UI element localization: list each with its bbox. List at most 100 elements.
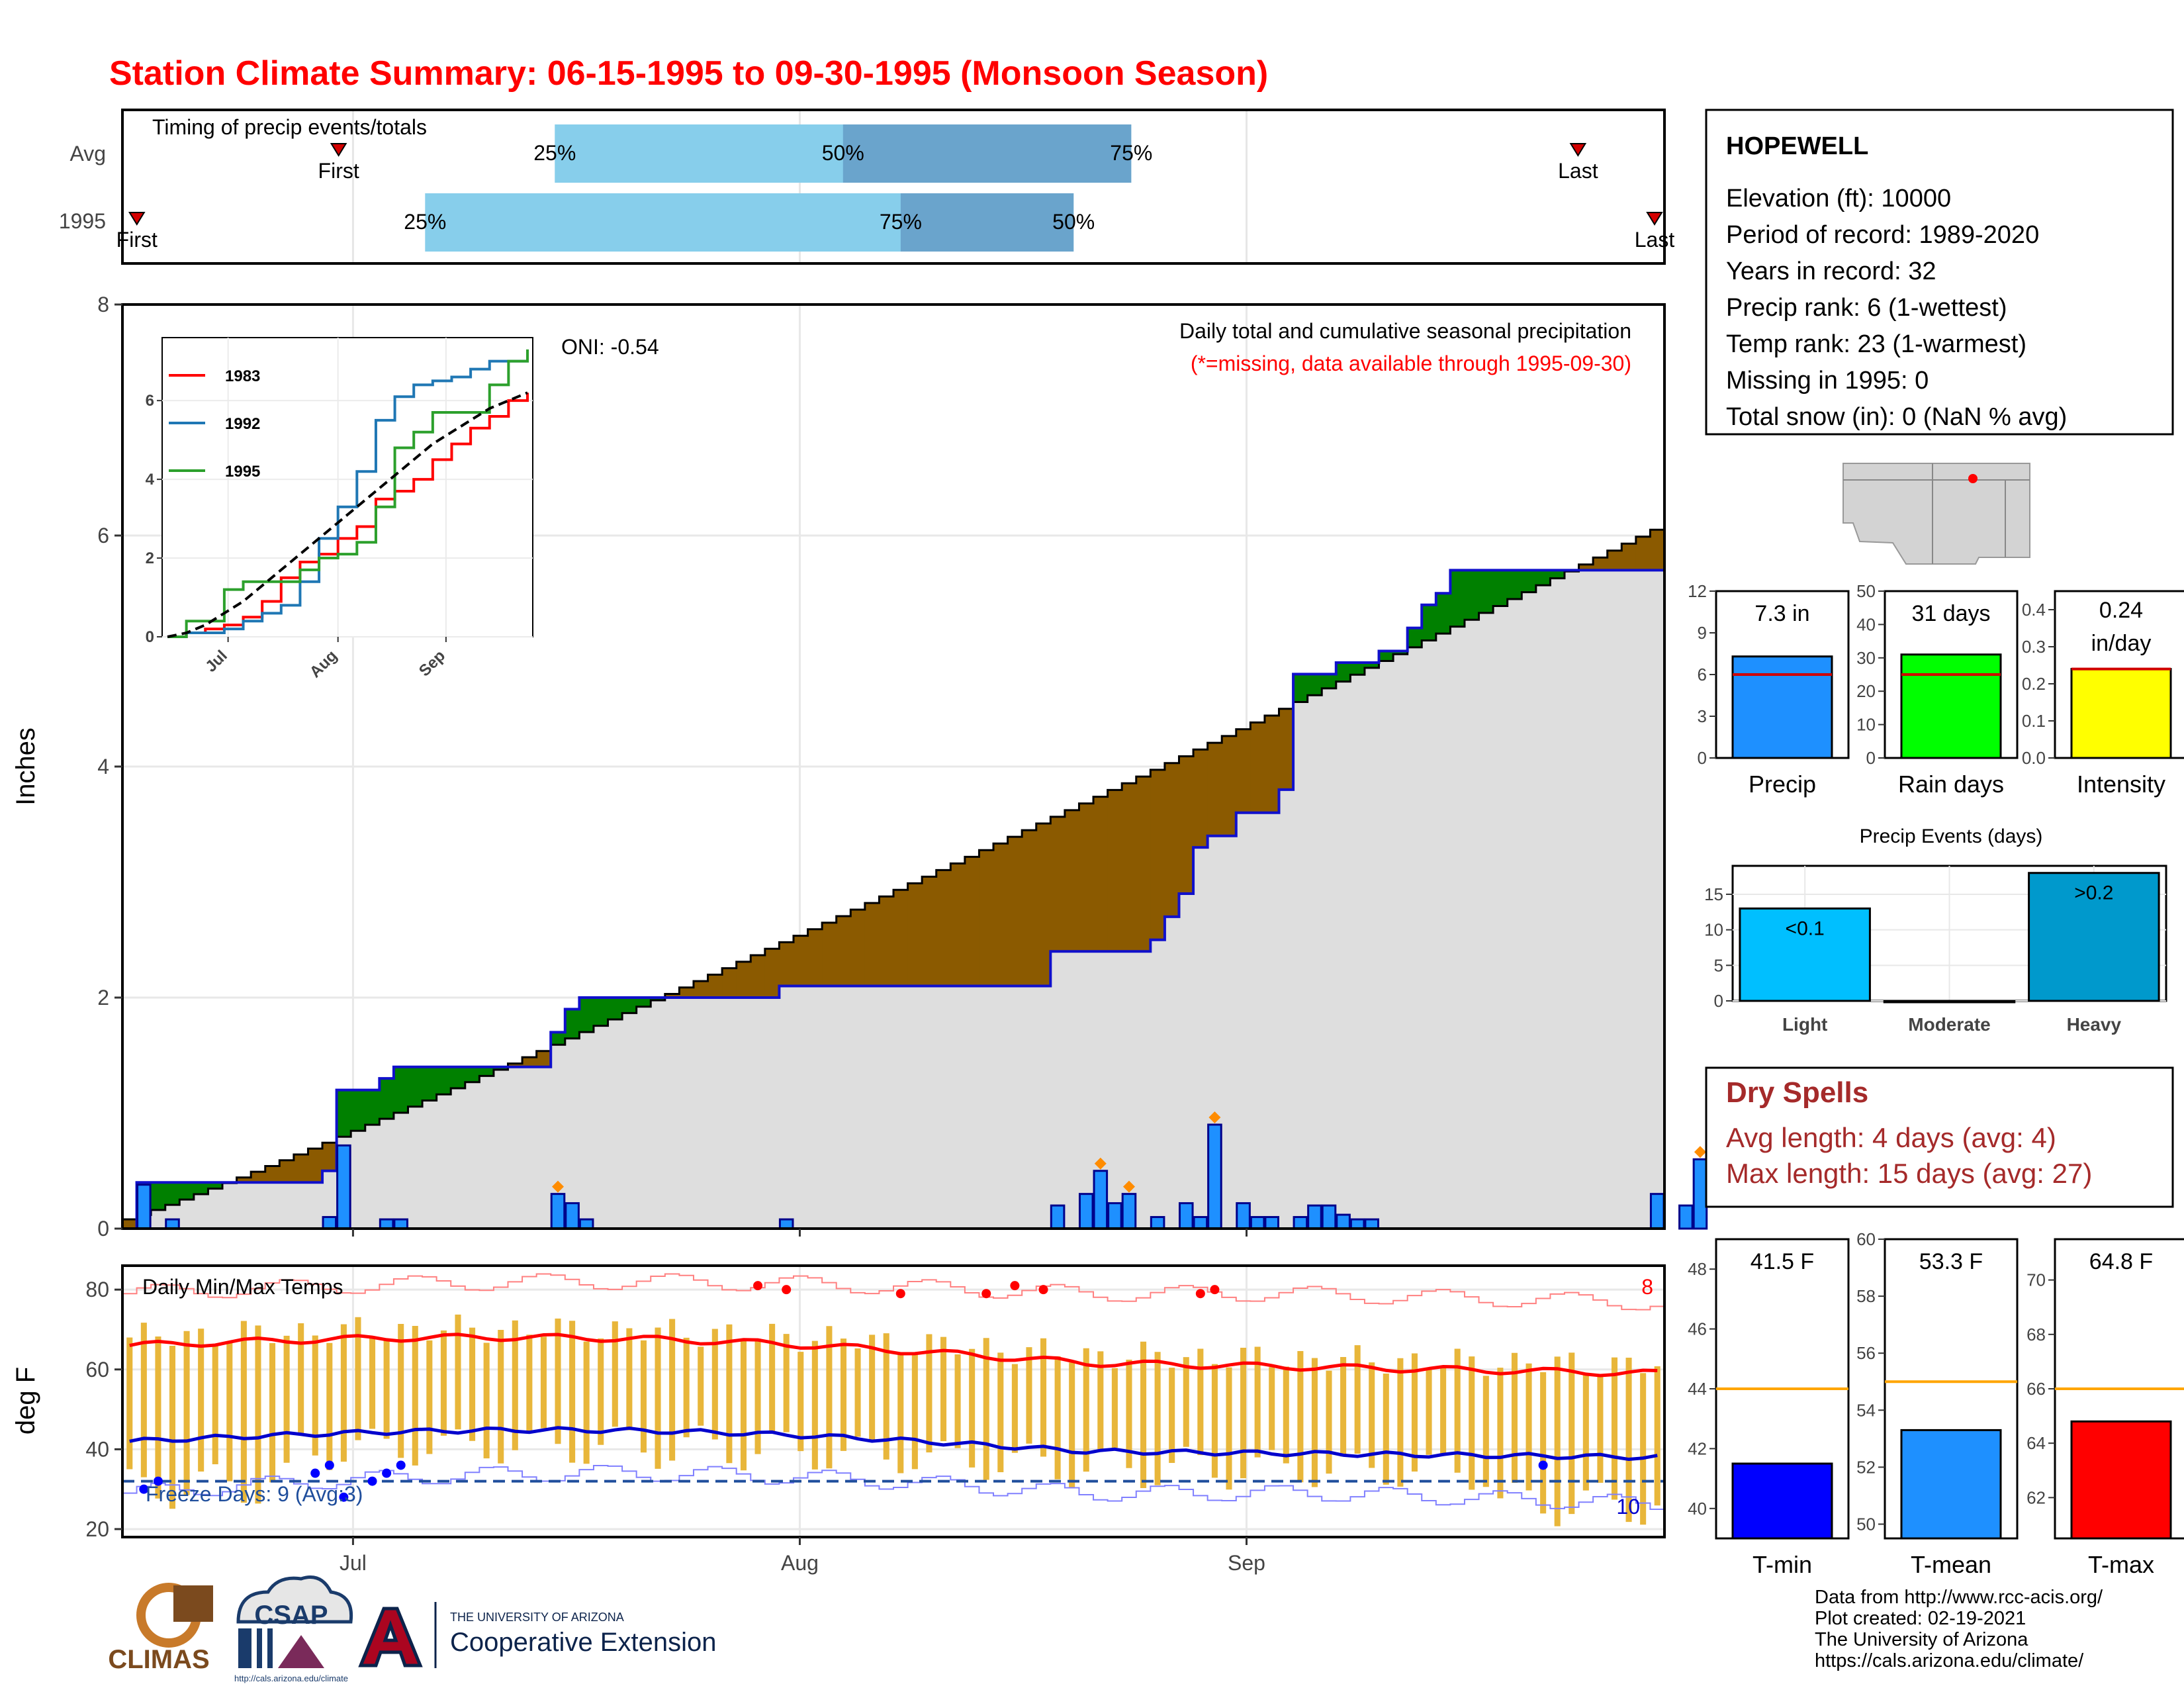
- summary-category-label: Rain days: [1898, 771, 2004, 798]
- events-category-label: Heavy: [2067, 1014, 2122, 1035]
- dry-spells-max: Max length: 15 days (avg: 27): [1726, 1158, 2092, 1189]
- record-high-marker: [782, 1285, 792, 1295]
- deficit-segment: [793, 935, 809, 986]
- deficit-segment: [293, 1154, 309, 1183]
- extreme-event-marker: [1208, 1111, 1221, 1123]
- mountain-icon: [278, 1635, 324, 1668]
- surplus-segment: [493, 1066, 509, 1070]
- temp-x-tick-label: Jul: [340, 1551, 367, 1575]
- daily-precip-bar: [1207, 1123, 1222, 1230]
- events-bar-label: >0.2: [2074, 882, 2113, 904]
- precip-panel: 0 2 4 6 8 Inches Daily total and cumulative …: [11, 293, 1708, 1241]
- summary-y-tick-label: 50: [1856, 581, 1876, 601]
- summary-y-tick-label: 64: [2026, 1433, 2046, 1453]
- summary-value-bar: [1900, 1429, 2002, 1540]
- events-category-label: Moderate: [1908, 1014, 1990, 1035]
- deficit-segment: [522, 1057, 537, 1067]
- first-marker-icon: [128, 212, 146, 226]
- inset-series-line: [167, 353, 529, 638]
- surplus-segment: [1493, 570, 1508, 606]
- surplus-segment: [1307, 674, 1323, 696]
- deficit-segment: [950, 863, 966, 986]
- summary-y-tick-label: 0: [1866, 748, 1876, 768]
- temp-panel: 20 40 60 80 Jul Aug Sep Daily Min/Max Temps Fr…: [11, 1264, 1666, 1575]
- map-region: [1843, 463, 2030, 565]
- record-high-marker: [1010, 1281, 1020, 1291]
- summary-y-tick-label: 3: [1698, 706, 1707, 726]
- surplus-segment: [1293, 674, 1308, 702]
- deficit-segment: [1150, 769, 1165, 940]
- csap-url: http://cals.arizona.edu/climate: [234, 1673, 348, 1683]
- station-line: Years in record: 32: [1726, 258, 1936, 285]
- record-high-marker: [981, 1289, 991, 1299]
- temp-y-tick-label: 80: [85, 1278, 109, 1301]
- locator-map: [1843, 463, 2030, 565]
- temp-frame: [121, 1264, 1666, 1538]
- q25-label: 25%: [404, 210, 446, 234]
- last-marker-label: Last: [1635, 228, 1675, 252]
- main-caption-missing: (*=missing, data available through 1995-…: [1191, 352, 1631, 375]
- record-low-count: 10: [1616, 1495, 1640, 1519]
- deficit-segment: [893, 890, 909, 986]
- timing-row-avg: Avg: [69, 142, 106, 165]
- daily-precip-bar: [1093, 1170, 1109, 1230]
- summary-y-tick-label: 46: [1688, 1319, 1707, 1339]
- deficit-segment: [1279, 708, 1294, 790]
- surplus-segment: [608, 998, 623, 1020]
- timing-title: Timing of precip events/totals: [152, 115, 427, 139]
- surplus-segment: [365, 1090, 381, 1125]
- surplus-segment: [465, 1066, 480, 1082]
- deficit-segment: [664, 994, 680, 998]
- deficit-segment: [807, 929, 823, 986]
- y-tick-label: 6: [97, 524, 109, 547]
- median-range-bar: [900, 193, 1074, 252]
- surplus-segment: [151, 1182, 166, 1210]
- deficit-segment: [751, 955, 766, 998]
- deficit-segment: [922, 876, 937, 986]
- temp-title: Daily Min/Max Temps: [142, 1275, 343, 1299]
- summary-y-tick-label: 10: [1856, 715, 1876, 735]
- deficit-segment: [322, 1143, 338, 1171]
- main-caption: Daily total and cumulative seasonal prec…: [1179, 319, 1631, 343]
- csap-wordmark: CSAP: [254, 1601, 328, 1630]
- dry-spells-box: Dry Spells Avg length: 4 days (avg: 4) M…: [1705, 1066, 2174, 1208]
- ua-university: THE UNIVERSITY OF ARIZONA: [450, 1611, 624, 1624]
- deficit-segment: [1193, 749, 1208, 848]
- ua-a-icon: [358, 1607, 423, 1667]
- station-location-marker: [1968, 474, 1978, 483]
- freeze-days-label: Freeze Days: 9 (Avg:3): [146, 1482, 363, 1506]
- surplus-segment: [379, 1078, 394, 1119]
- daily-precip-bar: [1692, 1158, 1708, 1230]
- summary-y-tick-label: 12: [1688, 581, 1707, 601]
- station-line: Elevation (ft): 10000: [1726, 185, 1951, 212]
- surplus-segment: [1379, 651, 1394, 661]
- surplus-segment: [351, 1090, 366, 1131]
- summary-y-tick-label: 40: [1688, 1499, 1707, 1519]
- summary-y-tick-label: 62: [2026, 1487, 2046, 1507]
- temp-ticks: 20 40 60 80 Jul Aug Sep: [85, 1278, 1265, 1575]
- surplus-segment: [408, 1066, 423, 1107]
- summary-category-label: T-mean: [1911, 1551, 1991, 1578]
- record-low-marker: [310, 1468, 320, 1478]
- record-low-line: [122, 1465, 1664, 1511]
- summary-value-label: 0.24: [2099, 598, 2143, 623]
- summary-y-tick-label: 54: [1856, 1400, 1876, 1420]
- q25-label: 25%: [533, 141, 576, 165]
- daily-precip-bar: [550, 1193, 566, 1230]
- last-marker-icon: [1569, 143, 1587, 157]
- q75-label: 75%: [1110, 141, 1152, 165]
- surplus-segment: [1464, 570, 1480, 620]
- climas-mark: [173, 1585, 213, 1622]
- inset-series-line: [167, 349, 529, 638]
- surplus-segment: [1336, 662, 1351, 682]
- summary-y-tick-label: 0.2: [2022, 674, 2046, 694]
- surplus-segment: [451, 1066, 466, 1089]
- deficit-segment: [1635, 536, 1651, 571]
- page-title: Station Climate Summary: 06-15-1995 to 0…: [109, 54, 1268, 93]
- inset-y-tick-label: 0: [146, 628, 154, 646]
- surplus-segment: [636, 998, 652, 1007]
- average-min-line: [129, 1426, 1658, 1462]
- precip-events-chart: Precip Events (days) 0 5 10 15 <0.1 Light Moder…: [1704, 825, 2167, 1035]
- cumulative-area: [122, 528, 1665, 1230]
